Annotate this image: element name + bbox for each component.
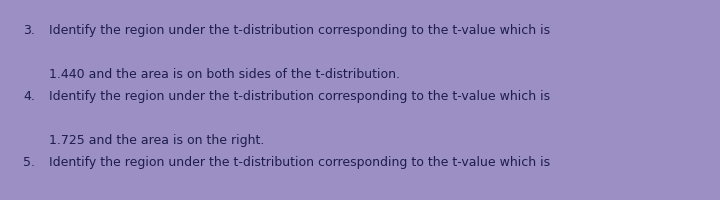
Text: 4.: 4. <box>23 90 35 103</box>
Text: 3.: 3. <box>23 24 35 37</box>
Text: 5.: 5. <box>23 156 35 169</box>
Text: Identify the region under the t-distribution corresponding to the t-value which : Identify the region under the t-distribu… <box>49 90 550 103</box>
Text: 1.725 and the area is on the right.: 1.725 and the area is on the right. <box>49 134 264 147</box>
Text: Identify the region under the t-distribution corresponding to the t-value which : Identify the region under the t-distribu… <box>49 156 550 169</box>
Text: 1.440 and the area is on both sides of the t-distribution.: 1.440 and the area is on both sides of t… <box>49 68 400 81</box>
Text: Identify the region under the t-distribution corresponding to the t-value which : Identify the region under the t-distribu… <box>49 24 550 37</box>
